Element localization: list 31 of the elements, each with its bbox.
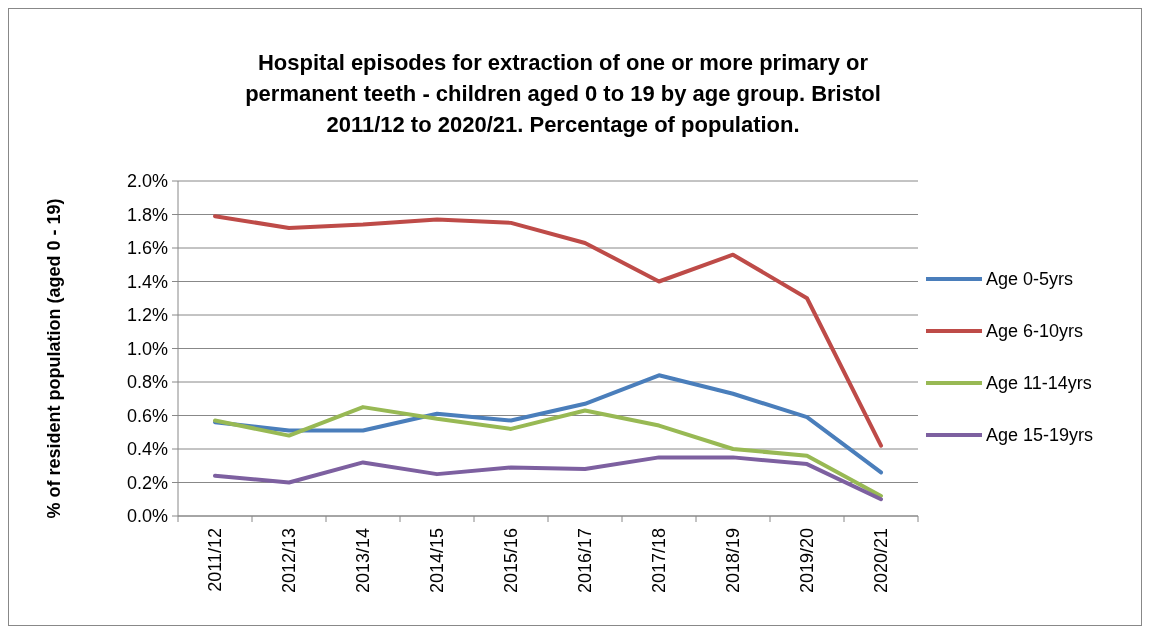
x-tick-label: 2018/19 <box>723 528 744 594</box>
line-series <box>213 455 883 502</box>
legend-label: Age 11-14yrs <box>986 373 1092 394</box>
y-tick-label: 0.6% <box>126 405 168 426</box>
legend-label: Age 0-5yrs <box>986 269 1074 290</box>
x-tick-label: 2017/18 <box>649 528 670 594</box>
y-tick-label: 1.8% <box>126 204 168 225</box>
y-axis-title: % of resident population (aged 0 - 19) <box>44 198 64 519</box>
x-tick-label: 2019/20 <box>797 528 818 594</box>
y-tick-label: 0.8% <box>126 372 168 393</box>
x-tick-label: 2011/12 <box>205 528 226 592</box>
y-tick-label: 2.0% <box>126 171 168 192</box>
x-tick-label: 2020/21 <box>871 528 892 594</box>
x-tick-label: 2014/15 <box>427 528 448 594</box>
y-tick-label: 1.6% <box>126 238 168 259</box>
y-tick-label: 0.2% <box>126 472 168 493</box>
x-tick-label: 2016/17 <box>575 528 596 594</box>
legend-label: Age 6-10yrs <box>986 321 1084 342</box>
x-tick-label: 2013/14 <box>353 528 374 594</box>
legend-label: Age 15-19yrs <box>986 425 1094 446</box>
chart-title: Hospital episodes for extraction of one or more primary or permanent teeth - children aged 0 to 19 by age group. Bristol 2011/12 to 2020/21. Percentage of population. <box>245 50 881 137</box>
x-tick-label: 2012/13 <box>279 528 300 594</box>
y-tick-label: 0.4% <box>126 439 168 460</box>
y-tick-label: 1.4% <box>126 271 168 292</box>
y-tick-label: 1.0% <box>126 338 168 359</box>
y-tick-label: 0.0% <box>126 506 168 527</box>
line-series <box>213 405 883 498</box>
line-series <box>213 214 883 448</box>
line-series <box>213 373 883 475</box>
x-tick-label: 2015/16 <box>501 528 522 594</box>
y-tick-label: 1.2% <box>126 305 168 326</box>
